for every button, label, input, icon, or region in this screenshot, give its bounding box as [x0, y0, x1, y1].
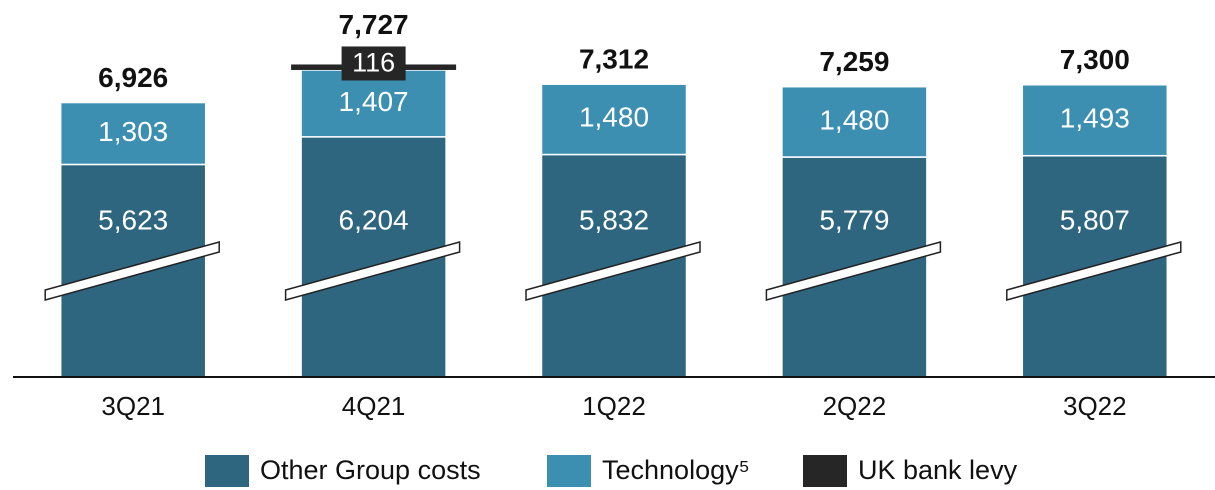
value-label: 1,493: [1060, 103, 1130, 134]
axis-break: [765, 241, 942, 301]
value-label: 1,407: [339, 86, 409, 117]
value-label: 1,480: [579, 102, 649, 133]
axis-break: [1006, 241, 1182, 301]
bar-segment: [59, 101, 207, 166]
x-tick-label: 4Q21: [342, 391, 406, 421]
legend-swatch: [547, 455, 591, 487]
x-tick-label: 1Q22: [582, 391, 646, 421]
value-label: 6,204: [339, 204, 409, 235]
label-box: [341, 46, 406, 81]
value-label: 5,623: [98, 204, 168, 235]
legend-label: Other Group costs: [260, 455, 481, 485]
x-tick-label: 3Q21: [101, 391, 165, 421]
x-tick-label: 3Q22: [1063, 391, 1127, 421]
legend-label: UK bank levy: [858, 455, 1018, 485]
bar-segment: [1021, 84, 1169, 157]
bar-segment: [781, 85, 928, 158]
bar-segment: [300, 69, 447, 138]
total-label: 7,727: [339, 9, 409, 40]
value-label: 1,480: [819, 104, 889, 135]
total-label: 7,312: [579, 44, 649, 75]
value-label: 5,779: [819, 204, 889, 235]
total-label: 6,926: [98, 62, 168, 93]
axis-break: [525, 241, 701, 301]
legend-swatch: [803, 455, 847, 487]
value-label: 1,303: [98, 116, 168, 147]
legend-label: Technology⁵: [602, 455, 750, 485]
axis-break: [284, 241, 461, 301]
bar-segment: [540, 83, 688, 156]
total-label: 7,259: [819, 46, 889, 77]
legend-swatch: [205, 455, 249, 487]
axis-break: [44, 241, 220, 301]
total-label: 7,300: [1060, 44, 1130, 75]
x-tick-label: 2Q22: [823, 391, 887, 421]
value-label: 5,807: [1060, 204, 1130, 235]
value-label: 116: [352, 48, 395, 78]
value-label: 5,832: [579, 204, 649, 235]
